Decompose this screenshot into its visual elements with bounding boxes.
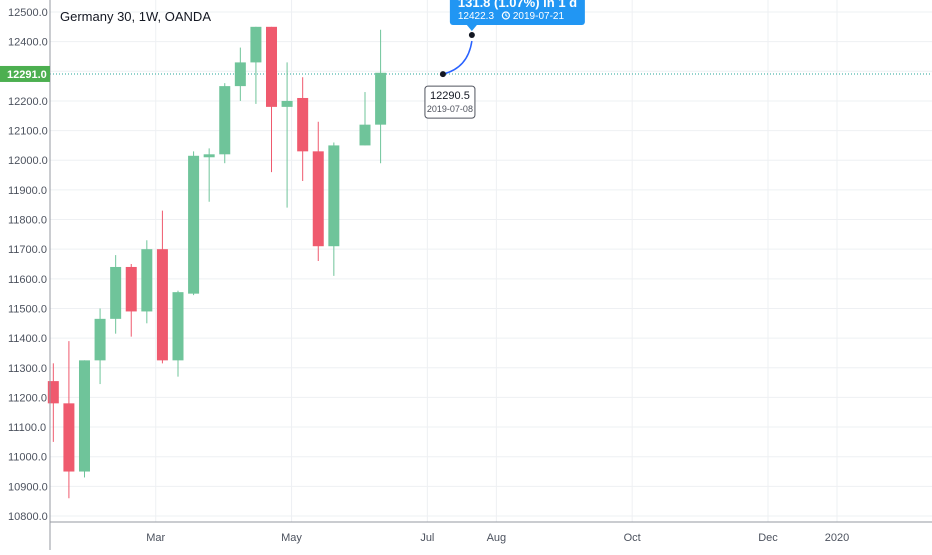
- candle[interactable]: [47, 363, 59, 442]
- measure-end-point[interactable]: [468, 32, 475, 39]
- x-tick-label: Oct: [624, 532, 641, 544]
- candle-body[interactable]: [203, 154, 215, 158]
- end-date-label: 2019-07-21: [513, 11, 565, 22]
- candle[interactable]: [266, 26, 278, 173]
- candle[interactable]: [110, 255, 122, 334]
- end-callout-box: [449, 0, 585, 25]
- candle-body[interactable]: [172, 292, 184, 361]
- candle-body[interactable]: [156, 249, 168, 361]
- candle-body[interactable]: [266, 26, 278, 107]
- candle-body[interactable]: [125, 266, 137, 312]
- y-tick-label: 12400.0: [8, 37, 48, 49]
- y-tick-label: 12100.0: [8, 126, 48, 138]
- candle-body[interactable]: [63, 403, 75, 472]
- y-tick-label: 12500.0: [8, 7, 48, 19]
- candle[interactable]: [94, 308, 106, 385]
- y-tick-label: 11400.0: [8, 333, 47, 345]
- clock-icon: [501, 11, 510, 20]
- y-tick-label: 11100.0: [8, 422, 46, 434]
- candle[interactable]: [172, 290, 184, 377]
- candle-body[interactable]: [297, 97, 309, 152]
- end-callout-pointer: [466, 25, 477, 31]
- candle-body[interactable]: [78, 360, 90, 472]
- current-price-label: 12291.0: [7, 69, 47, 81]
- x-tick-label: May: [281, 532, 302, 544]
- candle-body[interactable]: [219, 86, 231, 155]
- candle[interactable]: [141, 240, 153, 324]
- y-tick-label: 11300.0: [8, 363, 47, 375]
- measure-annotation[interactable]: 12290.5 2019-07-08 131.8 (1.07%) in 1 d124…: [424, 0, 585, 119]
- candle-body[interactable]: [188, 155, 200, 294]
- candle[interactable]: [234, 47, 246, 101]
- y-tick-label: 11200.0: [8, 392, 47, 404]
- candle[interactable]: [156, 210, 168, 364]
- end-value-label: 12422.3: [458, 11, 495, 22]
- candle-body[interactable]: [359, 124, 371, 146]
- start-value-label: 12290.5: [430, 90, 470, 102]
- candle-body[interactable]: [281, 100, 293, 107]
- chart-title: Germany 30, 1W, OANDA: [60, 9, 211, 24]
- y-tick-label: 11600.0: [8, 274, 47, 286]
- y-tick-label: 10800.0: [8, 511, 48, 523]
- candle-body[interactable]: [141, 249, 153, 312]
- candle-body[interactable]: [234, 62, 246, 87]
- candle-body[interactable]: [375, 72, 387, 125]
- y-tick-label: 11800.0: [8, 215, 47, 227]
- candle[interactable]: [250, 26, 262, 104]
- current-price-label-bg: [0, 65, 50, 82]
- candle[interactable]: [312, 121, 324, 262]
- x-tick-label: Aug: [487, 532, 507, 544]
- y-tick-label: 11000.0: [8, 452, 47, 464]
- candle[interactable]: [63, 341, 75, 499]
- candle[interactable]: [219, 83, 231, 164]
- candle-body[interactable]: [250, 26, 262, 63]
- candle[interactable]: [297, 77, 309, 181]
- start-date-label: 2019-07-08: [427, 104, 473, 114]
- candle-body[interactable]: [94, 318, 106, 361]
- clock-icon-hands: [505, 13, 508, 17]
- candles[interactable]: [47, 26, 387, 499]
- x-tick-label: 2020: [825, 532, 849, 544]
- y-tick-label: 12000.0: [8, 155, 48, 167]
- x-tick-label: Mar: [146, 532, 165, 544]
- candle-body[interactable]: [312, 151, 324, 247]
- x-tick-label: Jul: [420, 532, 434, 544]
- candle[interactable]: [359, 92, 371, 146]
- candle[interactable]: [188, 151, 200, 296]
- x-tick-label: Dec: [758, 532, 778, 544]
- measure-start-point[interactable]: [439, 71, 446, 78]
- candle-body[interactable]: [47, 381, 59, 404]
- candle[interactable]: [328, 142, 340, 276]
- y-tick-label: 11500.0: [8, 303, 47, 315]
- grid: [50, 0, 932, 522]
- candle[interactable]: [281, 62, 293, 208]
- change-label: 131.8 (1.07%) in 1 d: [458, 0, 577, 10]
- y-tick-label: 11900.0: [8, 185, 47, 197]
- candle-body[interactable]: [328, 145, 340, 247]
- candle[interactable]: [203, 148, 215, 202]
- y-tick-label: 11700.0: [8, 244, 47, 256]
- candle-body[interactable]: [110, 266, 122, 319]
- candle[interactable]: [375, 29, 387, 164]
- y-tick-label: 10900.0: [8, 481, 48, 493]
- y-tick-label: 12200.0: [8, 96, 48, 108]
- measure-arrow: [442, 40, 473, 75]
- candle[interactable]: [78, 360, 90, 478]
- candle[interactable]: [125, 264, 137, 337]
- start-label-box: [424, 85, 476, 119]
